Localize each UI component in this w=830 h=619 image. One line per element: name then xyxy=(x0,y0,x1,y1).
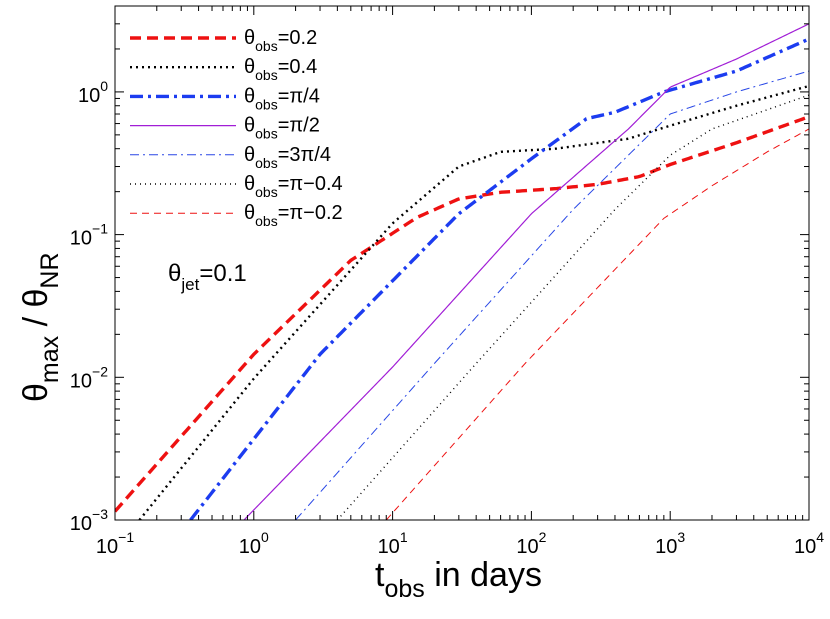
series-line-s2 xyxy=(138,84,809,520)
legend-label: θobs=π−0.4 xyxy=(244,173,343,200)
series-line-s3 xyxy=(189,37,809,520)
legend-item-s5: θobs=3π/4 xyxy=(130,144,331,171)
legend-label: θobs=0.2 xyxy=(244,27,317,54)
legend-item-s2: θobs=0.4 xyxy=(130,56,317,83)
x-tick-label: 102 xyxy=(516,529,546,558)
x-tick-label: 100 xyxy=(239,529,269,558)
legend-label: θobs=π/4 xyxy=(244,85,320,112)
y-tick-label: 10−1 xyxy=(70,221,108,250)
series-line-s5 xyxy=(295,70,809,520)
x-tick-label: 103 xyxy=(655,529,685,558)
plot-frame xyxy=(114,5,810,521)
series-layer xyxy=(115,23,809,520)
series-line-s4 xyxy=(243,23,809,520)
legend-item-s7: θobs=π−0.2 xyxy=(130,202,343,229)
x-tick-label: 104 xyxy=(794,529,824,558)
x-tick-label: 10−1 xyxy=(96,529,134,558)
x-axis-label: tobs in days xyxy=(375,556,542,603)
legend-label: θobs=0.4 xyxy=(244,56,317,83)
x-tick-label: 101 xyxy=(378,529,408,558)
y-tick-label: 10−2 xyxy=(70,363,108,392)
legend-label: θobs=π/2 xyxy=(244,115,320,142)
legend-label: θobs=3π/4 xyxy=(244,144,331,171)
legend-item-s1: θobs=0.2 xyxy=(130,27,317,54)
legend-item-s3: θobs=π/4 xyxy=(130,85,320,112)
legend-item-s6: θobs=π−0.4 xyxy=(130,173,343,200)
legend-item-s4: θobs=π/2 xyxy=(130,115,320,142)
series-line-s1 xyxy=(115,115,809,513)
y-axis-label: θmax / θNR xyxy=(17,252,64,402)
series-line-s7 xyxy=(385,128,809,520)
legend-label: θobs=π−0.2 xyxy=(244,202,343,229)
y-tick-label: 10−3 xyxy=(70,506,108,535)
jet-annotation: θjet=0.1 xyxy=(168,260,247,294)
y-tick-label: 100 xyxy=(78,78,108,107)
tick-layer: 10−1 100 101 102 103 104 10−3 10−2 10−1 100 xyxy=(70,5,824,558)
